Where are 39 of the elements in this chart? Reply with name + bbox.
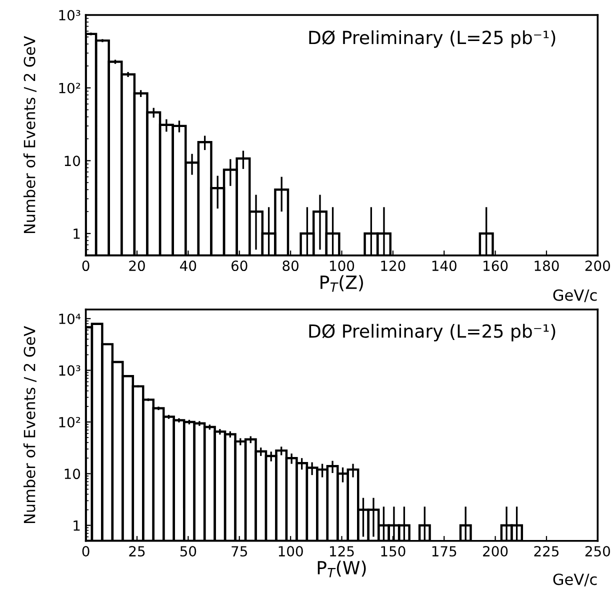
x-tick-label: 75 [232,546,247,557]
y-tick-label: 10² [59,416,80,428]
x-tick-label: 160 [484,260,508,272]
x-tick-label: 80 [282,260,298,272]
y-tick-label: 10 [64,156,80,166]
x-tick-label: 100 [330,260,354,272]
x-tick-label: 60 [232,260,248,272]
x-axis-title: P$_{T}$(Z) [320,275,363,292]
y-tick-label: 1 [74,228,80,239]
x-tick-label: 200 [585,260,610,272]
x-tick-label: 0 [82,546,90,557]
x-tick-label: 150 [381,546,406,557]
x-tick-label: 200 [483,546,508,557]
y-tick-label: 10² [59,82,80,94]
y-tick-label: 10⁴ [59,314,81,324]
y-tick-label: 10³ [59,365,80,376]
x-tick-label: 140 [432,260,456,272]
x-tick-label: 175 [432,546,456,557]
x-tick-label: 40 [180,260,196,272]
x-tick-label: 250 [585,546,610,557]
y-axis-title: Number of Events / 2 GeV [23,326,37,524]
x-tick-label: 0 [82,260,90,272]
text: GeV/c [553,289,597,302]
x-tick-label: 225 [534,546,559,557]
x-tick-label: 125 [330,546,354,557]
text: GeV/c [553,574,597,586]
y-tick-label: 10³ [59,10,80,20]
y-tick-label: 1 [74,520,80,531]
y-axis-title: Number of Events / 2 GeV [23,36,37,234]
x-tick-label: 25 [129,546,145,557]
x-tick-label: 180 [534,260,559,272]
x-tick-label: 100 [278,546,303,557]
x-axis-title: P$_{T}$(W) [318,560,366,578]
x-tick-label: 50 [180,546,196,557]
text: DØ Preliminary (L=25 pb⁻¹) [309,30,556,48]
y-tick-label: 10 [64,468,80,480]
x-tick-label: 20 [129,260,145,272]
text: DØ Preliminary (L=25 pb⁻¹) [309,324,556,342]
x-tick-label: 120 [381,260,406,272]
